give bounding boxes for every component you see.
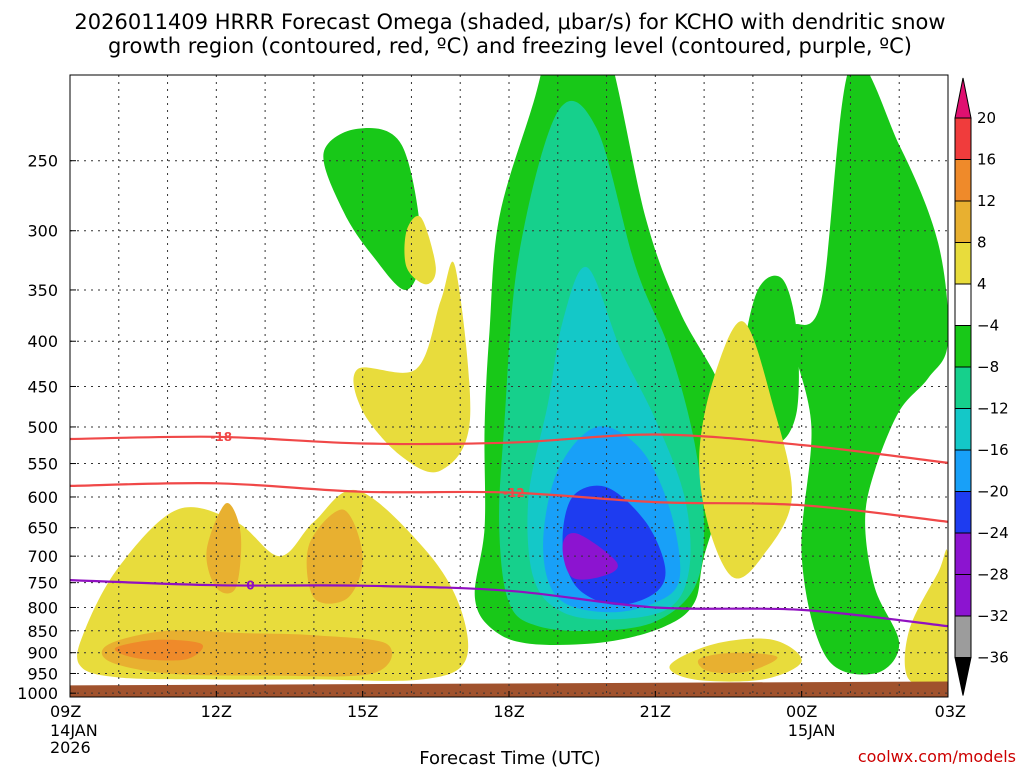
colorbar-segment-10 — [954, 532, 972, 575]
plot-area — [70, 75, 948, 697]
omega-region-downward-yellow-top — [404, 215, 436, 285]
y-tick-label-300: 300 — [27, 222, 58, 241]
y-tick-label-900: 900 — [27, 644, 58, 663]
temperature-contours: -18 -12 0 — [69, 430, 949, 628]
colorbar-segment-11 — [954, 574, 972, 617]
y-tick-label-600: 600 — [27, 488, 58, 507]
x-tick-date-00Z: 15JAN — [788, 721, 836, 740]
y-tick-label-250: 250 — [27, 152, 58, 171]
colorbar-segment-7 — [954, 408, 972, 451]
colorbar-segment-0 — [954, 117, 972, 160]
contour-label-dgz-minus18: -18 — [210, 430, 232, 444]
colorbar-segment-5 — [954, 325, 972, 368]
colorbar-label-9: −20 — [977, 483, 1009, 501]
y-tick-label-850: 850 — [27, 622, 58, 641]
x-tick-date-09Z: 14JAN — [50, 721, 98, 740]
colorbar-label-8: −16 — [977, 441, 1009, 459]
y-tick-label-500: 500 — [27, 418, 58, 437]
contour-dgz-minus12 — [69, 482, 949, 523]
colorbar-label-2: 12 — [977, 192, 996, 210]
colorbar-segment-4 — [954, 283, 972, 326]
colorbar-label-11: −28 — [977, 566, 1009, 584]
omega-shading — [70, 75, 948, 697]
colorbar-segment-1 — [954, 159, 972, 202]
y-tick-label-450: 450 — [27, 377, 58, 396]
y-tick-label-1000: 1000 — [17, 684, 58, 703]
contour-dgz-minus18 — [69, 433, 949, 464]
y-axis: 250 300 350 400 450 500 550 600 650 700 750 800 850 9… — [17, 152, 76, 703]
colorbar-label-3: 8 — [977, 234, 987, 252]
colorbar-label-13: −36 — [977, 649, 1009, 667]
y-tick-label-750: 750 — [27, 574, 58, 593]
y-tick-label-950: 950 — [27, 664, 58, 683]
omega-region-upward-purple — [562, 532, 618, 580]
contour-label-dgz-minus12: -12 — [503, 486, 525, 500]
colorbar-label-6: −8 — [977, 358, 999, 376]
x-tick-label-15Z: 15Z — [347, 702, 378, 721]
x-tick-label-09Z: 09Z — [50, 702, 81, 721]
gridlines — [69, 75, 949, 697]
x-tick-label-03Z: 03Z — [935, 702, 966, 721]
colorbar-segment-3 — [954, 242, 972, 285]
y-tick-label-650: 650 — [27, 519, 58, 538]
omega-region-upward-green-right — [791, 75, 948, 675]
omega-region-downward-yellow-upper — [353, 261, 471, 473]
contour-freezing-level — [69, 579, 949, 628]
colorbar-segment-12 — [954, 615, 972, 658]
colorbar-segment-8 — [954, 449, 972, 492]
x-tick-label-12Z: 12Z — [201, 702, 232, 721]
x-tick-label-00Z: 00Z — [786, 702, 817, 721]
omega-region-upward-green-15z — [323, 128, 422, 291]
colorbar-label-12: −32 — [977, 607, 1009, 625]
x-tick-label-21Z: 21Z — [640, 702, 671, 721]
colorbar-label-10: −24 — [977, 524, 1009, 542]
y-tick-label-800: 800 — [27, 598, 58, 617]
omega-region-downward-gold-22z — [697, 652, 778, 674]
omega-region-downward-yellow-21z — [699, 321, 793, 579]
colorbar-bottom-arrow — [954, 657, 972, 696]
colorbar-label-4: 4 — [977, 275, 987, 293]
colorbar-label-5: −4 — [977, 317, 999, 335]
chart-title-line2: growth region (contoured, red, ºC) and f… — [108, 34, 912, 58]
y-tick-label-400: 400 — [27, 332, 58, 351]
colorbar-label-7: −12 — [977, 400, 1009, 418]
y-tick-label-350: 350 — [27, 281, 58, 300]
omega-region-downward-gold-12z — [206, 503, 242, 594]
x-axis-label: Forecast Time (UTC) — [419, 748, 600, 768]
y-tick-label-550: 550 — [27, 455, 58, 474]
colorbar-segment-2 — [954, 200, 972, 243]
y-tick-label-700: 700 — [27, 547, 58, 566]
colorbar-top-arrow — [954, 77, 972, 119]
colorbar-label-0: 20 — [977, 109, 996, 127]
x-tick-label-18Z: 18Z — [493, 702, 524, 721]
x-tick-year-09Z: 2026 — [50, 738, 91, 757]
chart-title-line1: 2026011409 HRRR Forecast Omega (shaded, … — [74, 10, 945, 34]
colorbar-segment-6 — [954, 366, 972, 409]
omega-region-downward-gold-14z — [306, 509, 363, 604]
contour-label-freezing-level: 0 — [246, 578, 254, 592]
colorbar: 20 16 12 8 4 −4 −8 −12 −16 −20 −24 −28 −32 −36 — [954, 77, 1009, 696]
omega-region-downward-yellow-right — [904, 549, 948, 691]
colorbar-label-1: 16 — [977, 151, 996, 169]
colorbar-segment-9 — [954, 491, 972, 534]
omega-region-downward-orange-left — [114, 639, 204, 661]
credit-text: coolwx.com/models — [858, 747, 1016, 766]
